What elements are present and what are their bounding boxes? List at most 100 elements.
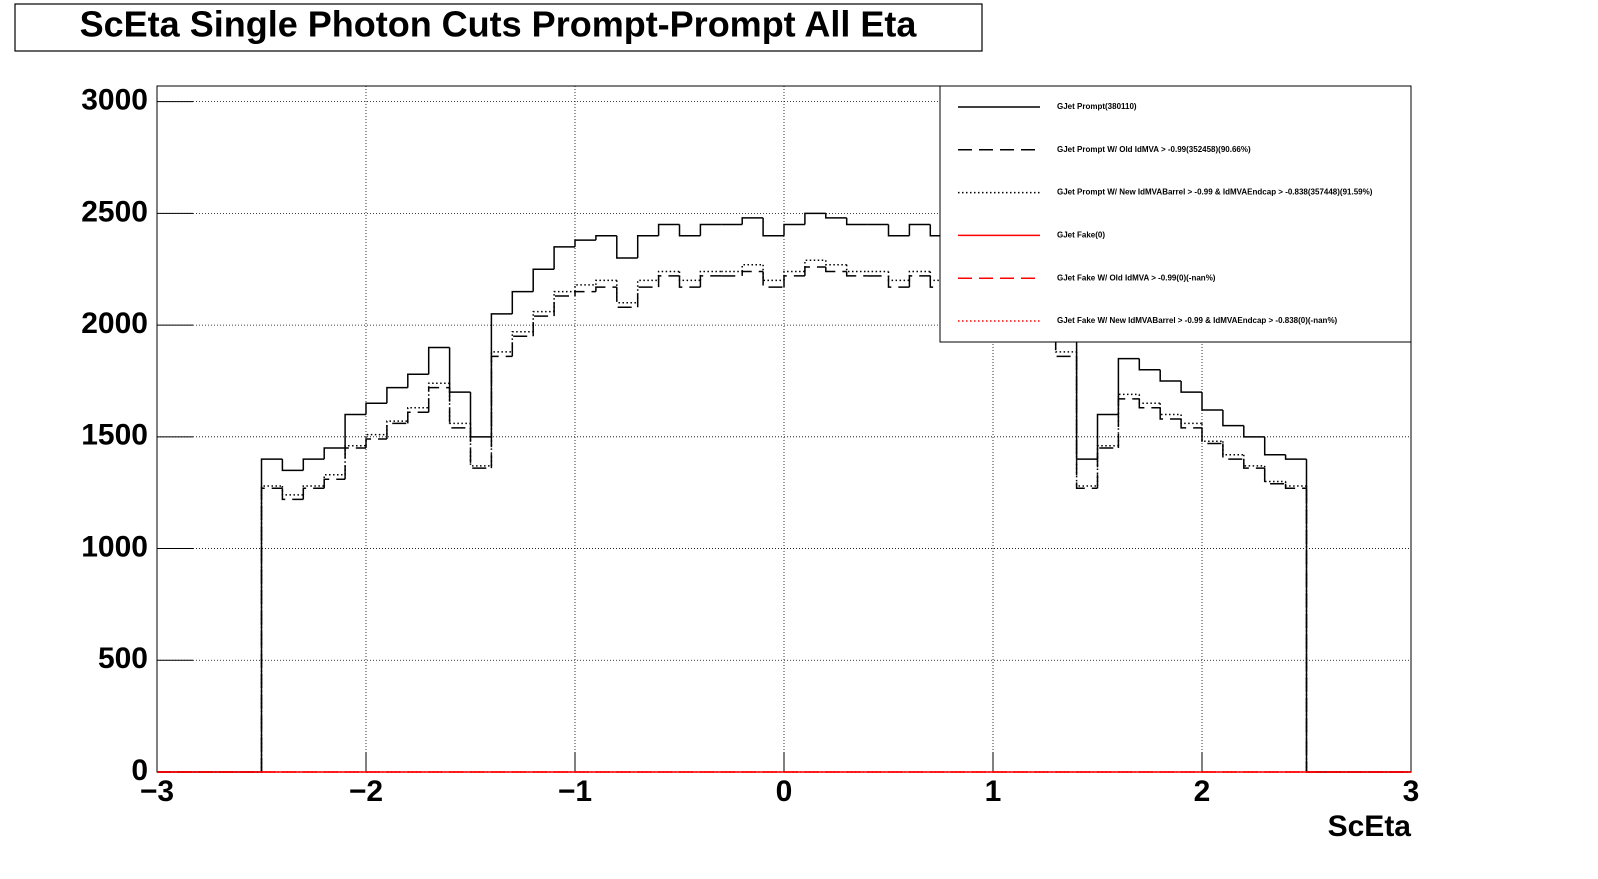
histogram-bin [574,239,596,247]
histogram-bin [469,423,492,467]
legend-label: GJet Prompt W/ New IdMVABarrel > -0.99 &… [1057,188,1373,197]
histogram-bin [1180,380,1202,393]
histogram-bin [783,223,805,236]
histogram-bin [741,264,764,272]
histogram-bin [448,387,471,429]
histogram-bin [657,223,680,236]
histogram-bin [699,223,722,236]
histogram-bin [1138,394,1161,405]
histogram-bin [929,271,952,282]
histogram-bin [1138,358,1161,371]
histogram-bin [1243,425,1265,438]
legend-label: GJet Prompt(380110) [1057,102,1137,111]
histogram-bin [825,266,847,273]
histogram-bin [427,382,450,408]
histogram-bin [1054,331,1077,353]
histogram-bin [616,235,638,259]
histogram-bin [427,346,450,375]
histogram-bin [595,234,617,241]
histogram-bin [887,224,910,237]
histogram-bin [407,373,429,388]
histogram-bin [344,447,366,480]
histogram-bin [532,268,555,292]
histogram-bin [636,286,659,308]
histogram-bin [762,264,784,282]
histogram-bin [469,427,492,469]
y-tick-label: 0 [131,754,148,787]
histogram-bin [636,279,659,303]
legend-label: GJet Fake W/ New IdMVABarrel > -0.99 & I… [1057,316,1338,325]
histogram-bin [1201,427,1223,445]
histogram-bin [365,433,387,446]
histogram-bin [1117,398,1140,448]
y-tick-label: 2500 [81,195,148,228]
histogram-bin [532,310,555,332]
histogram-bin [260,487,283,772]
histogram-bin [1222,441,1244,456]
histogram-bin [1075,351,1098,487]
histogram-bin [1222,443,1244,460]
x-tick-label: −1 [558,775,592,808]
histogram-bin [1159,369,1182,382]
histogram-bin [845,271,868,277]
histogram-bin [762,217,784,237]
legend-box [939,85,1412,343]
histogram-bin [553,295,575,317]
histogram-bin [323,474,346,486]
histogram-bin [281,488,304,501]
histogram-bin [762,271,784,288]
histogram-bin [825,213,847,219]
x-tick-label: 0 [776,775,793,808]
x-axis-label: ScEta [1328,810,1412,843]
histogram-bin [845,264,868,273]
histogram-bin [1117,357,1140,415]
histogram-bin [783,270,805,281]
histogram-bin [908,270,931,281]
histogram-bin [825,260,847,266]
histogram-bin [1096,445,1119,486]
histogram-bin [386,386,408,404]
histogram-bin [1096,447,1119,489]
histogram-bin [1096,413,1119,460]
histogram-bin [1159,403,1182,416]
histogram-bin [1284,454,1307,460]
x-tick-label: 1 [985,775,1002,808]
histogram-bin [678,224,701,237]
histogram-bin [1222,410,1244,427]
y-tick-label: 1000 [81,530,148,563]
histogram-bin [448,383,471,425]
histogram-bin [1263,465,1286,483]
legend-label: GJet Prompt W/ Old IdMVA > -0.99(352458)… [1057,145,1251,154]
histogram-bin [1054,336,1077,358]
histogram-bin [511,331,534,352]
histogram-bin [908,223,931,236]
histogram-bin [1243,459,1265,469]
histogram-bin [595,286,617,292]
histogram-bin [344,445,366,475]
histogram-bin [281,459,304,472]
histogram-bin [699,270,722,281]
histogram-bin [1243,454,1265,467]
histogram-bin [323,447,346,460]
legend-label: GJet Fake(0) [1057,231,1105,240]
histogram-bin [887,271,910,282]
histogram-bin [1180,418,1202,429]
histogram-bin [804,212,826,225]
legend-label: GJet Fake W/ Old IdMVA > -0.99(0)(-nan%) [1057,273,1216,282]
histogram-bin [1201,392,1223,411]
y-tick-label: 2000 [81,307,148,340]
histogram-bin [553,290,575,312]
y-tick-label: 1500 [81,419,148,452]
histogram-bin [511,335,534,357]
histogram-bin [1138,398,1161,409]
histogram-bin [636,234,659,259]
x-tick-label: −2 [349,775,383,808]
histogram-bin [616,280,638,304]
histogram-bin [741,217,764,225]
histogram-bin [386,420,408,435]
histogram-bin [1263,436,1286,456]
histogram-bin [344,413,366,448]
histogram-bin [407,407,429,422]
histogram-bin [302,485,325,495]
